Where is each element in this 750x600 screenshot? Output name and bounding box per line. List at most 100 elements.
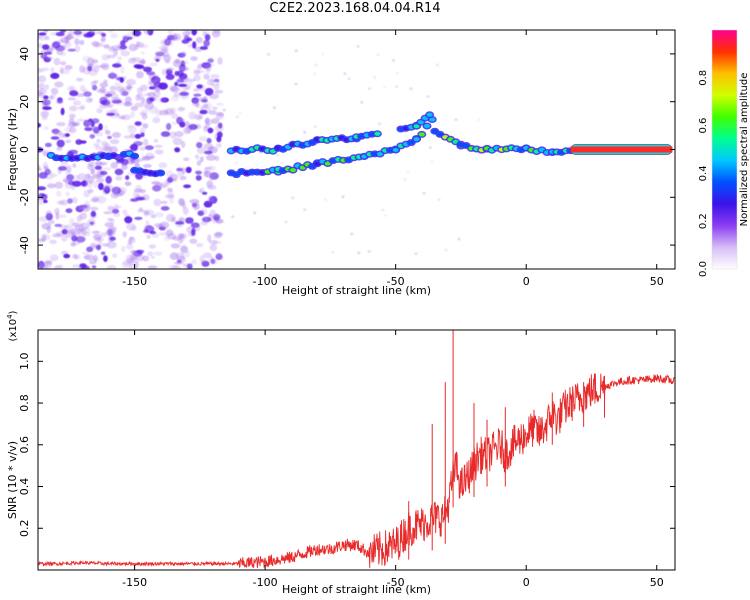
noise-blob xyxy=(214,89,223,94)
noise-blob xyxy=(139,127,146,136)
noise-blob xyxy=(171,216,176,223)
noise-blob xyxy=(116,60,121,66)
noise-blob xyxy=(61,234,68,242)
noise-blob xyxy=(123,135,131,139)
noise-blob xyxy=(68,180,75,186)
noise-blob xyxy=(56,139,65,148)
noise-blob xyxy=(96,108,103,114)
noise-blob xyxy=(84,200,91,209)
noise-blob xyxy=(124,96,132,104)
noise-blob xyxy=(65,208,73,214)
noise-blob xyxy=(70,242,76,247)
x-tick-label: -100 xyxy=(253,576,278,589)
noise-blob xyxy=(191,30,197,36)
noise-blob xyxy=(194,113,203,121)
noise-blob xyxy=(164,179,174,184)
noise-blob xyxy=(88,30,97,33)
noise-blob xyxy=(209,93,219,100)
noise-blob xyxy=(109,236,116,241)
noise-blob xyxy=(172,137,183,146)
noise-blob xyxy=(163,54,172,62)
noise-blob xyxy=(109,139,120,145)
echo-blob-core xyxy=(426,112,433,117)
echo-blob-core xyxy=(289,168,296,173)
echo-blob-core xyxy=(374,131,381,136)
noise-blob xyxy=(206,77,214,82)
noise-blob xyxy=(56,122,66,127)
noise-blob xyxy=(67,198,73,204)
noise-blob xyxy=(190,56,198,61)
noise-blob xyxy=(67,97,77,101)
noise-blob xyxy=(169,131,177,139)
noise-blob xyxy=(213,213,220,221)
x-tick-label: 0 xyxy=(523,576,530,589)
noise-blob xyxy=(178,118,186,123)
noise-blob xyxy=(107,217,114,222)
x-tick-label: -150 xyxy=(122,275,147,288)
noise-blob xyxy=(104,130,111,135)
noise-blob xyxy=(130,106,138,111)
noise-blob xyxy=(83,33,94,38)
echo-trace xyxy=(226,130,382,155)
noise-blob xyxy=(143,30,151,35)
noise-blob xyxy=(207,127,214,134)
noise-blob xyxy=(312,72,316,76)
noise-blob xyxy=(155,212,164,218)
echo-trace xyxy=(430,127,576,156)
noise-blob xyxy=(78,205,85,210)
noise-blob xyxy=(93,180,100,189)
noise-blob xyxy=(58,166,68,171)
noise-blob xyxy=(122,209,128,216)
noise-blob xyxy=(71,264,81,268)
noise-blob xyxy=(143,229,149,233)
noise-blob xyxy=(91,59,99,64)
noise-blob xyxy=(91,118,100,124)
noise-blob xyxy=(82,55,92,63)
y-tick-label: 0.8 xyxy=(18,394,31,412)
noise-blob xyxy=(193,69,201,75)
noise-blob xyxy=(198,63,204,67)
noise-blob xyxy=(200,208,208,216)
noise-blob xyxy=(205,166,213,170)
noise-blob xyxy=(87,188,94,194)
noise-blob xyxy=(384,214,388,217)
noise-blob xyxy=(373,75,377,79)
noise-blob xyxy=(45,260,53,265)
noise-blob xyxy=(79,65,85,73)
noise-blob xyxy=(134,133,142,139)
y-tick-label: 0 xyxy=(18,146,31,153)
noise-blob xyxy=(56,200,65,205)
noise-blob xyxy=(97,237,105,242)
noise-blob xyxy=(45,35,50,41)
noise-blob xyxy=(182,263,190,268)
noise-blob xyxy=(95,244,102,251)
colorbar-frame xyxy=(711,29,738,270)
noise-blob xyxy=(192,202,200,211)
noise-blob xyxy=(186,37,193,42)
noise-blob xyxy=(182,206,189,215)
noise-blob xyxy=(75,139,83,145)
noise-blob xyxy=(409,87,413,91)
noise-blob xyxy=(170,243,181,249)
noise-blob xyxy=(428,146,432,150)
noise-blob xyxy=(150,80,159,88)
noise-blob xyxy=(126,223,136,231)
noise-blob xyxy=(177,256,186,263)
noise-blob xyxy=(253,211,257,215)
noise-blob xyxy=(72,163,77,168)
noise-blob xyxy=(294,82,298,86)
noise-blob xyxy=(143,66,152,73)
noise-blob xyxy=(65,191,70,197)
y-scale-base: (x10 xyxy=(8,319,19,342)
echo-blob-core xyxy=(463,143,470,148)
noise-blob xyxy=(179,91,190,96)
noise-blob xyxy=(44,84,50,90)
noise-blob xyxy=(403,178,407,181)
noise-blob xyxy=(171,121,178,126)
noise-blob xyxy=(59,44,67,51)
noise-blob xyxy=(77,118,85,122)
noise-blob xyxy=(55,264,64,269)
noise-blob xyxy=(160,206,170,211)
noise-blob xyxy=(96,178,105,183)
noise-blob xyxy=(54,207,60,215)
